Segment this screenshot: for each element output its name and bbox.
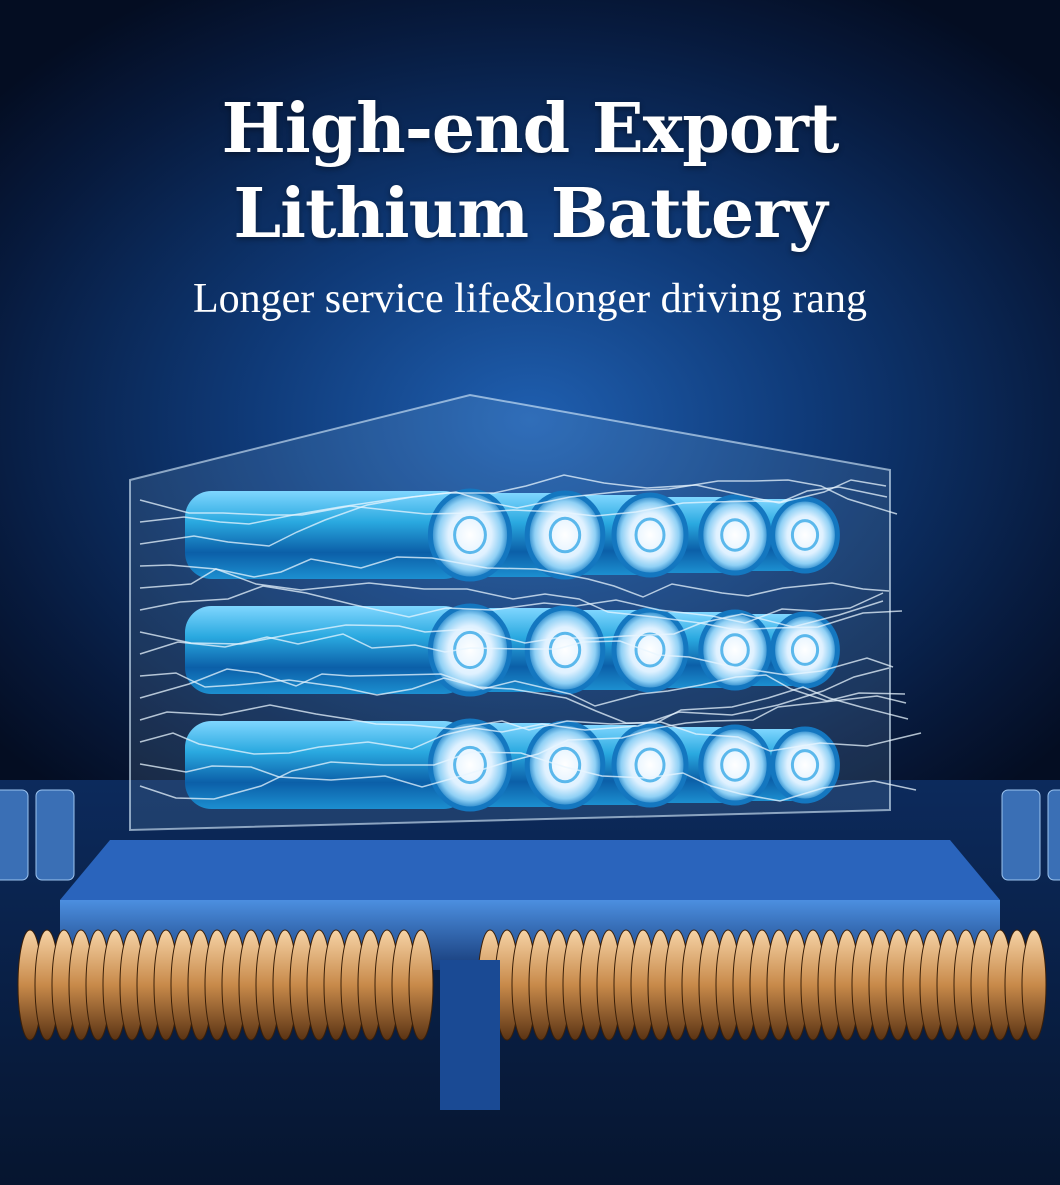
copper-coils: [18, 930, 1046, 1040]
subtitle: Longer service life&longer driving rang: [0, 278, 1060, 320]
capacitor: [36, 790, 74, 880]
headline-line-1: High-end Export: [0, 95, 1060, 163]
capacitor: [1048, 790, 1060, 880]
copper-coil-ring: [1022, 930, 1046, 1040]
copper-coil-ring: [409, 930, 433, 1040]
chip-pillar: [440, 960, 500, 1110]
capacitor: [1002, 790, 1040, 880]
capacitor: [0, 790, 28, 880]
headline-line-2: Lithium Battery: [0, 180, 1060, 248]
chip-top: [60, 840, 1000, 900]
battery-cell: [185, 721, 510, 809]
